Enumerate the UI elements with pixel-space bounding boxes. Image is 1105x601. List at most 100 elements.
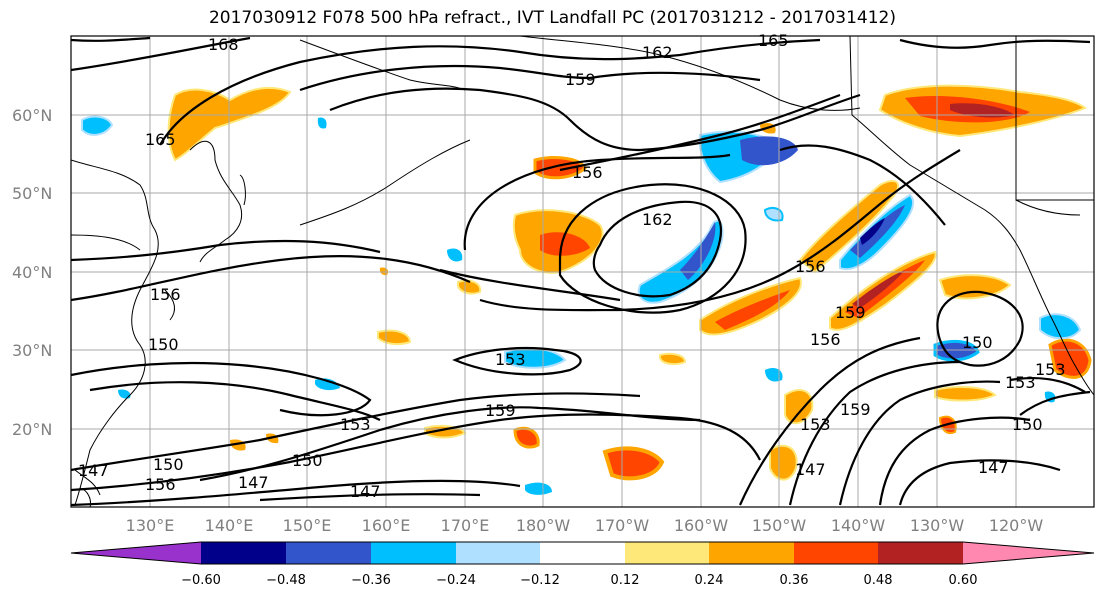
contour-label-group: 168 162 165 159 165 156 162 156 156 159 … — [78, 31, 1066, 501]
contour-label: 150 — [148, 335, 179, 354]
contour-label: 162 — [642, 43, 673, 62]
contour-label: 168 — [208, 35, 239, 54]
negative-anomaly-area — [740, 136, 798, 166]
colorbar-extend-right — [963, 542, 1094, 564]
lon-tick-label: 140°E — [205, 516, 254, 535]
lon-tick-label: 160°W — [674, 516, 729, 535]
negative-anomaly-area — [637, 219, 724, 304]
lon-tick-label: 170°W — [595, 516, 650, 535]
contour-label: 147 — [238, 473, 269, 492]
contour-label: 150 — [153, 455, 184, 474]
lat-tick-label: 40°N — [12, 263, 52, 282]
colorbar-outline — [70, 541, 1095, 565]
lat-tick-label: 60°N — [12, 106, 52, 125]
contour-label: 150 — [1012, 415, 1043, 434]
lon-tick-label: 180°W — [516, 516, 571, 535]
contour-label: 156 — [150, 285, 181, 304]
colorbar-tick-label: −0.24 — [436, 573, 476, 588]
lon-tick-label: 130°W — [910, 516, 965, 535]
colorbar-segment — [201, 542, 286, 564]
lon-tick-label: 150°E — [283, 516, 332, 535]
positive-anomaly-area — [938, 274, 1012, 300]
contour-label: 147 — [978, 458, 1009, 477]
colorbar-tick-label: 0.48 — [864, 573, 893, 588]
lat-tick-label: 20°N — [12, 420, 52, 439]
contour-label: 150 — [292, 451, 323, 470]
colorbar-tick-label: −0.48 — [266, 573, 306, 588]
lon-tick-label: 160°E — [362, 516, 411, 535]
colorbar-segment — [709, 542, 794, 564]
contour-label: 159 — [565, 70, 596, 89]
lat-tick-label: 30°N — [12, 341, 52, 360]
contour-label: 159 — [840, 400, 871, 419]
contour-label: 156 — [145, 475, 176, 494]
negative-anomaly-area — [933, 340, 980, 362]
colorbar-tick-label: 0.36 — [780, 573, 809, 588]
negative-anomaly-area — [860, 218, 885, 245]
contour-label: 156 — [795, 257, 826, 276]
lon-tick-label: 130°E — [126, 516, 175, 535]
colorbar-extend-left — [71, 542, 201, 564]
lon-tick-label: 170°E — [441, 516, 490, 535]
positive-anomaly-area — [934, 386, 997, 402]
contour-label: 156 — [572, 163, 603, 182]
contour-label: 159 — [485, 401, 516, 420]
contour-label: 165 — [145, 130, 176, 149]
negative-anomaly-area — [680, 222, 716, 280]
colorbar-tick-label: 0.12 — [611, 573, 640, 588]
positive-anomaly-area — [852, 270, 905, 308]
colorbar-tick-label: −0.12 — [520, 573, 560, 588]
contour-label: 147 — [78, 461, 109, 480]
positive-anomaly-area — [950, 103, 1015, 118]
negative-anomaly-area — [81, 115, 114, 136]
colorbar-segment — [286, 542, 371, 564]
colorbar-segment — [794, 542, 878, 564]
negative-anomaly-area — [765, 368, 783, 382]
shaded-fields — [81, 84, 1092, 495]
negative-anomaly-area — [850, 205, 905, 258]
colorbar-tick-label: 0.24 — [695, 573, 724, 588]
contour-label: 150 — [962, 333, 993, 352]
contour-label: 153 — [495, 350, 526, 369]
map-plot-area — [71, 36, 1094, 507]
map-title: 2017030912 F078 500 hPa refract., IVT La… — [208, 8, 896, 28]
lon-tick-label: 150°W — [752, 516, 807, 535]
positive-anomaly-area — [784, 389, 814, 425]
lon-tick-label: 120°W — [989, 516, 1044, 535]
positive-anomaly-area — [540, 232, 590, 256]
longitude-axis: 130°E 140°E 150°E 160°E 170°E 180°W 170°… — [126, 516, 1044, 535]
positive-anomaly-area — [769, 444, 798, 481]
negative-anomaly-area — [447, 248, 463, 262]
contour-lines — [71, 36, 1091, 507]
contour-label: 147 — [350, 482, 381, 501]
positive-anomaly-area — [602, 446, 665, 481]
negative-anomaly-area — [118, 389, 131, 399]
contour-label: 162 — [642, 210, 673, 229]
contour-label: 153 — [1035, 360, 1066, 379]
positive-anomaly-area — [659, 352, 687, 366]
colorbar-segment — [540, 542, 625, 564]
graticule — [71, 36, 1094, 507]
colorbar-tick-label: −0.36 — [351, 573, 391, 588]
contour-label: 147 — [795, 460, 826, 479]
contour-label: 156 — [810, 330, 841, 349]
contour-label: 159 — [835, 303, 866, 322]
positive-anomaly-area — [1048, 338, 1092, 379]
contour-label: 153 — [800, 415, 831, 434]
colorbar-tick-label: −0.60 — [181, 573, 221, 588]
positive-anomaly-area — [715, 290, 790, 330]
contour-label: 153 — [1005, 373, 1036, 392]
negative-anomaly-area — [317, 117, 327, 129]
colorbar-segment — [625, 542, 709, 564]
map-frame — [70, 35, 1095, 508]
lat-tick-label: 50°N — [12, 184, 52, 203]
negative-anomaly-area — [525, 482, 552, 495]
contour-label: 165 — [758, 31, 789, 50]
lon-tick-label: 140°W — [831, 516, 886, 535]
latitude-axis: 60°N 50°N 40°N 30°N 20°N — [12, 106, 52, 439]
colorbar-segment — [878, 542, 963, 564]
colorbar-segment — [456, 542, 540, 564]
negative-anomaly-area — [315, 378, 340, 391]
colorbar: −0.60 −0.48 −0.36 −0.24 −0.12 0.12 0.24 … — [70, 541, 1095, 588]
